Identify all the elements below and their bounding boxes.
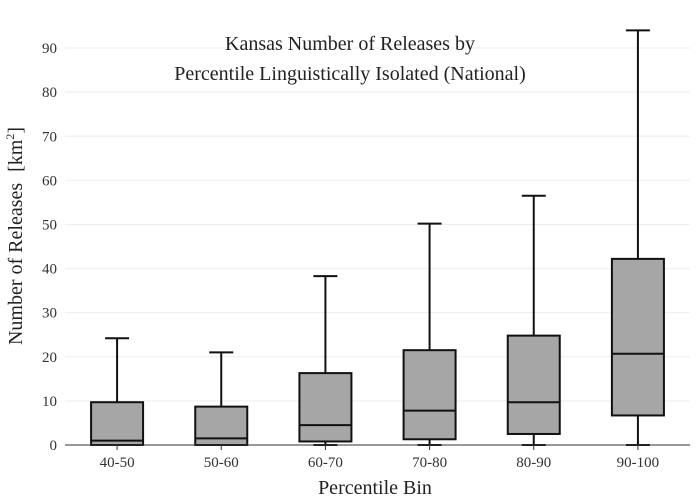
- y-tick-label: 40: [42, 262, 57, 278]
- x-tick-label: 50-60: [204, 455, 239, 471]
- y-tick-label: 50: [42, 217, 57, 233]
- iqr-box: [506, 334, 561, 435]
- iqr-box: [90, 401, 145, 446]
- iqr-box: [402, 349, 457, 441]
- y-axis-label-unit-close: ]: [5, 127, 27, 134]
- x-tick-label: 80-90: [516, 455, 551, 471]
- box-40-50: [90, 337, 145, 446]
- y-tick-label: 20: [42, 350, 57, 366]
- y-axis-ticks: 0 10 20 30 40 50 60 70 80 90: [42, 41, 57, 454]
- x-tick-label: 60-70: [308, 455, 343, 471]
- iqr-box: [610, 257, 665, 417]
- y-tick-label: 90: [42, 41, 57, 57]
- y-axis-label-unit-sup: 2: [3, 134, 17, 140]
- y-axis-label-unit: [km: [5, 139, 27, 172]
- gridlines: [65, 47, 690, 402]
- x-tick-label: 90-100: [617, 455, 660, 471]
- y-tick-label: 70: [42, 129, 57, 145]
- box-80-90: [506, 194, 561, 446]
- box-70-80: [402, 222, 457, 446]
- x-tick-label: 40-50: [100, 455, 135, 471]
- y-axis-label-text: Number of Releases: [5, 183, 27, 345]
- y-axis-label: Number of Releases [km2]: [3, 127, 27, 345]
- x-axis-label: Percentile Bin: [318, 477, 432, 499]
- chart-title-line-2: Percentile Linguistically Isolated (Nati…: [174, 63, 526, 85]
- y-tick-label: 60: [42, 173, 57, 189]
- y-tick-label: 30: [42, 306, 57, 322]
- chart-title-line-1: Kansas Number of Releases by: [225, 33, 475, 55]
- y-tick-label: 0: [50, 438, 58, 454]
- x-tick-label: 70-80: [412, 455, 447, 471]
- y-tick-label: 80: [42, 85, 57, 101]
- y-tick-label: 10: [42, 394, 57, 410]
- x-axis-ticks: 40-50 50-60 60-70 70-80 80-90 90-100: [100, 445, 660, 471]
- box-90-100: [610, 29, 665, 446]
- box-series: [90, 29, 665, 446]
- box-60-70: [298, 275, 353, 446]
- iqr-box: [298, 372, 353, 443]
- box-50-60: [194, 351, 249, 446]
